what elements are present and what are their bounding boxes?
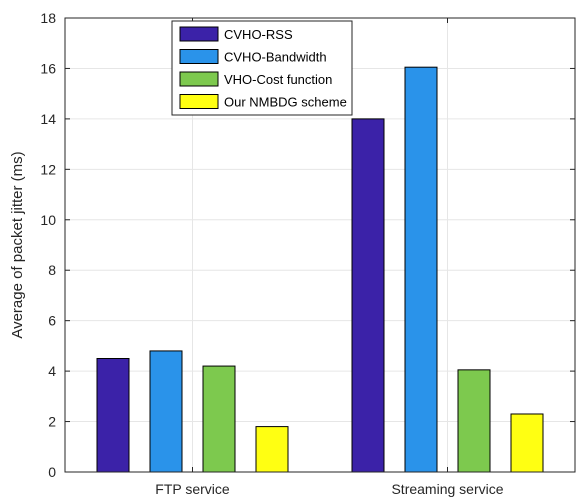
y-tick-label: 8 (48, 262, 56, 278)
x-tick-label: Streaming service (391, 481, 503, 497)
y-tick-label: 12 (40, 161, 56, 177)
y-tick-label: 16 (40, 60, 56, 76)
legend: CVHO-RSS CVHO-Bandwidth VHO-Cost function O… (171, 20, 353, 116)
bar (202, 365, 236, 473)
legend-swatch (179, 94, 219, 109)
y-ticks: 0 2 4 6 8 10 12 14 16 18 (40, 10, 575, 480)
y-tick-label: 14 (40, 111, 56, 127)
legend-swatch (179, 49, 219, 64)
y-tick-label: 18 (40, 10, 56, 26)
y-tick-label: 0 (48, 464, 56, 480)
bars (96, 66, 544, 473)
y-tick-label: 6 (48, 313, 56, 329)
x-tick-label: FTP service (155, 481, 230, 497)
y-tick-label: 10 (40, 212, 56, 228)
bar (404, 66, 438, 473)
bar (255, 426, 289, 473)
bar (96, 358, 130, 473)
legend-label: VHO-Cost function (224, 72, 332, 87)
y-tick-label: 4 (48, 363, 56, 379)
legend-label: CVHO-RSS (224, 27, 293, 42)
x-ticks: FTP service Streaming service (155, 18, 504, 497)
bar (510, 413, 544, 473)
y-axis-label: Average of packet jitter (ms) (9, 151, 26, 338)
bar (457, 369, 491, 473)
legend-swatch (179, 26, 219, 42)
bar (149, 350, 183, 473)
y-tick-label: 2 (48, 414, 56, 430)
bar (351, 118, 385, 473)
legend-swatch (179, 71, 219, 87)
legend-label: CVHO-Bandwidth (224, 50, 327, 65)
legend-label: Our NMBDG scheme (224, 95, 347, 110)
plot-frame (64, 17, 576, 473)
